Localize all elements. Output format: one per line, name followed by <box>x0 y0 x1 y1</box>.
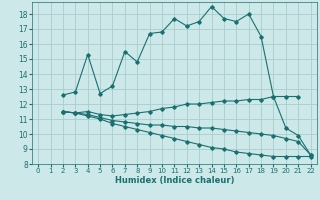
X-axis label: Humidex (Indice chaleur): Humidex (Indice chaleur) <box>115 176 234 185</box>
